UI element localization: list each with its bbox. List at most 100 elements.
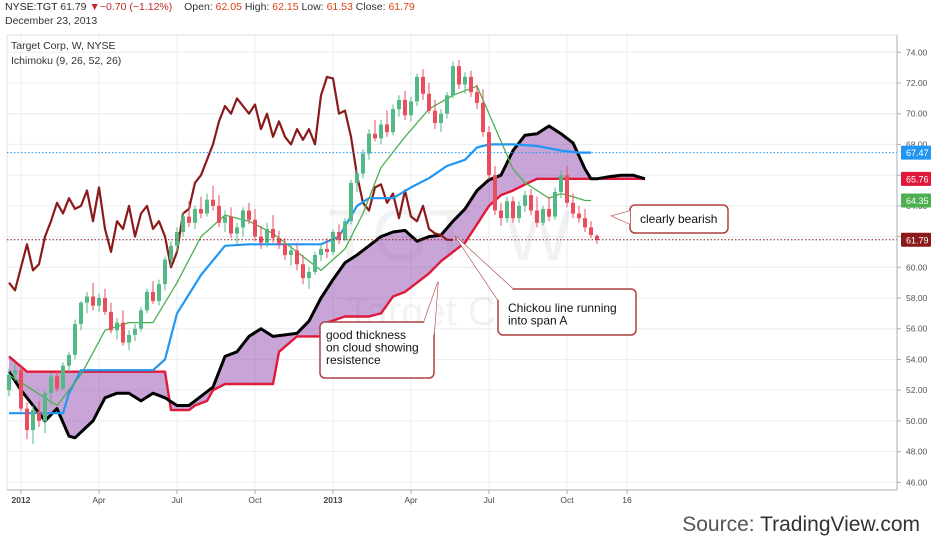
candle-up [439,113,443,123]
time-tick-label: Apr [404,495,417,505]
price-level-label: 61.79 [906,235,929,245]
open-value: 62.05 [215,1,242,13]
candle-up [235,227,239,234]
candle-up [505,201,509,219]
candle-up [145,291,149,311]
grid [6,34,898,491]
candle-down [493,175,497,211]
down-arrow-icon: ▼ [89,1,100,13]
time-axis[interactable]: 2012 Apr Jul Oct 2013 Apr Jul Oct 16 [7,489,897,505]
candlesticks [7,59,599,444]
candle-up [343,221,347,240]
candle-down [103,298,107,312]
candle-down [385,124,389,133]
candle-up [205,199,209,214]
high-value: 62.15 [272,1,299,13]
kijun-sen-line [9,143,591,415]
candle-up [361,153,365,174]
callout-text: on cloud showing [326,341,419,355]
candle-down [25,408,29,431]
candle-up [115,322,119,331]
price-tick-label: 56.00 [906,324,928,334]
candle-up [43,393,47,421]
callout-pointer-fill [612,211,630,224]
candle-down [427,93,431,111]
candle-up [523,195,527,206]
candle-up [241,210,245,228]
candle-up [163,259,167,285]
callout-text: clearly bearish [640,212,717,226]
symbol-label: NYSE:TGT [5,1,58,13]
candle-down [595,235,599,240]
price-tick-label: 70.00 [906,109,928,119]
time-tick-label: Apr [92,495,105,505]
candle-down [199,208,203,214]
candle-up [451,66,455,96]
candle-up [139,310,143,329]
candle-up [559,175,563,193]
chart-title: Target Corp, W, NYSE [11,40,115,52]
candle-down [211,199,215,206]
candle-up [169,245,173,260]
candle-down [373,133,377,139]
candle-down [433,110,437,123]
candle-down [37,411,41,421]
candle-up [331,231,335,252]
candle-up [517,205,521,219]
candle-up [85,296,89,303]
candle-up [7,374,11,391]
kumo-cloud [9,126,645,438]
callout-text: resistence [326,353,381,367]
candle-up [73,324,77,355]
candle-up [61,365,65,389]
candle-down [337,231,341,240]
candle-down [571,202,575,214]
callout-pointer-fill [424,282,438,335]
candle-down [403,99,407,116]
candle-up [175,231,179,246]
time-tick-label: Oct [560,495,574,505]
callout-box [497,288,637,336]
candle-up [397,99,401,110]
price-tick-label: 60.00 [906,262,928,272]
candle-up [445,95,449,114]
close-label: Close: [355,1,386,13]
low-value: 61.53 [326,1,353,13]
candle-up [409,101,413,116]
time-tick-label: Jul [172,495,183,505]
candle-up [313,255,317,272]
candle-down [511,201,515,219]
price-tick-label: 74.00 [906,47,928,57]
price-tick-label: 48.00 [906,447,928,457]
candle-up [127,334,131,343]
open-label: Open: [184,1,213,13]
candle-up [349,182,353,222]
candle-up [49,376,53,394]
candle-up [223,216,227,223]
candle-up [67,354,71,366]
candle-down [259,236,263,243]
candle-up [307,271,311,279]
price-level-label: 67.47 [906,148,929,158]
price-level-tag [901,193,931,208]
cloud-fill [9,126,645,438]
callout-text: good thickness [326,328,406,342]
candle-down [217,205,221,223]
candle-up [133,328,137,335]
candle-down [271,228,275,239]
candle-down [481,102,485,133]
candle-up [31,410,35,431]
callout-pointer-fill [455,236,513,300]
candle-up [355,173,359,183]
source-brand: TradingView.com [760,513,920,536]
price-axis[interactable]: 46.00 48.00 50.00 52.00 54.00 56.00 58.00 60.00… [896,35,931,490]
candle-up [157,284,161,302]
candle-down [229,216,233,234]
candle-down [151,291,155,302]
price-change: −0.70 (−1.12%) [99,1,173,13]
callout-text: into span A [508,314,567,328]
candle-down [589,227,593,236]
time-tick-label: 2013 [324,495,343,505]
candle-down [457,66,461,85]
